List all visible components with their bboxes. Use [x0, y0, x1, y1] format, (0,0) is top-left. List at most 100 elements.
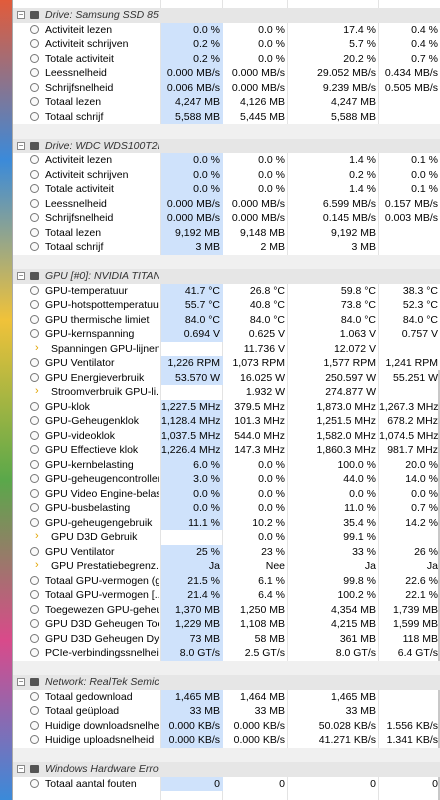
- sensor-row[interactable]: GPU Ventilator 1,226 RPM 1,073 RPM 1,577 RP…: [13, 356, 440, 371]
- value-cell: 274.877 W: [325, 386, 376, 398]
- sensor-label: Leessnelheid: [45, 197, 107, 210]
- value-cell: 6.4 %: [258, 589, 285, 601]
- sensor-row[interactable]: Totaal schrijf 3 MB 2 MB 3 MB: [13, 240, 440, 255]
- sensor-label: Schrijfsnelheid: [45, 212, 114, 224]
- sensor-row[interactable]: GPU Energieverbruik 53.570 W 16.025 W 250.5…: [13, 370, 440, 385]
- section-header[interactable]: − Windows Hardware Error...: [13, 762, 440, 777]
- sensor-row[interactable]: Totale activiteit 0.2 % 0.0 % 20.2 % 0.7 %: [13, 51, 440, 66]
- sensor-row[interactable]: Toegewezen GPU-geheu... 1,370 MB 1,250 MB 4…: [13, 602, 440, 617]
- sensor-row[interactable]: Totaal schrijf 5,588 MB 5,445 MB 5,588 MB: [13, 109, 440, 124]
- sensor-label: Spanningen GPU-lijnen: [51, 342, 159, 355]
- sensor-row[interactable]: GPU-geheugengebruik 11.1 % 10.2 % 35.4 % 14.…: [13, 515, 440, 530]
- sensor-row[interactable]: GPU-busbelasting 0.0 % 0.0 % 11.0 % 0.7 %: [13, 501, 440, 516]
- sensor-row[interactable]: GPU Effectieve klok 1,226.4 MHz 147.3 MHz 1…: [13, 443, 440, 458]
- sensor-label: Activiteit schrijven: [45, 38, 129, 50]
- sensor-row[interactable]: GPU-kernspanning 0.694 V 0.625 V 1.063 V 0.7…: [13, 327, 440, 342]
- sensor-row[interactable]: GPU-videoklok 1,037.5 MHz 544.0 MHz 1,582.0…: [13, 428, 440, 443]
- value-cell: 0.0 %: [411, 487, 438, 500]
- value-cell: 55.251 W: [393, 371, 438, 384]
- collapse-toggle[interactable]: −: [17, 764, 25, 773]
- sensor-row[interactable]: Totaal GPU-vermogen (g... 21.5 % 6.1 % 99.8…: [13, 573, 440, 588]
- sensor-row[interactable]: PCIe-verbindingssnelheid 8.0 GT/s 2.5 GT/s…: [13, 646, 440, 661]
- value-cell: 0.006 MB/s: [161, 80, 223, 95]
- collapse-toggle[interactable]: −: [17, 140, 25, 150]
- value-cell: 678.2 MHz: [387, 415, 438, 427]
- sensor-row[interactable]: › GPU Prestatiebegrenz... Ja Nee Ja Ja: [13, 559, 440, 574]
- sensor-row[interactable]: Totaal lezen 4,247 MB 4,126 MB 4,247 MB: [13, 95, 440, 110]
- sensor-row[interactable]: GPU-temperatuur 41.7 °C 26.8 °C 59.8 °C 38.3…: [13, 283, 440, 298]
- value-cell: 11.736 V: [243, 342, 285, 355]
- value-cell: 0.000 MB/s: [231, 197, 285, 210]
- sensor-row[interactable]: GPU thermische limiet 84.0 °C 84.0 °C 84.0 …: [13, 312, 440, 327]
- sensor-row[interactable]: Huidige uploadsnelheid 0.000 KB/s 0.000 KB…: [13, 733, 440, 748]
- value-cell: 1,074.5 MHz: [379, 429, 439, 442]
- sensor-label: GPU-kernbelasting: [45, 458, 134, 471]
- sensor-row[interactable]: Schrijfsnelheid 0.000 MB/s 0.000 MB/s 0.145…: [13, 211, 440, 226]
- sensor-row[interactable]: Activiteit schrijven 0.2 % 0.0 % 5.7 % 0.4 %: [13, 37, 440, 52]
- sensor-label: Huidige uploadsnelheid: [45, 734, 155, 746]
- sensor-row[interactable]: GPU D3D Geheugen Toe...1,229 MB 1,108 MB 4…: [13, 617, 440, 632]
- sensor-row[interactable]: › Stroomverbruik GPU-li... 1.932 W 274.877 …: [13, 385, 440, 400]
- section-header[interactable]: − GPU [#0]: NVIDIA TITAN...: [13, 269, 440, 284]
- device-icon: [30, 678, 39, 686]
- sensor-row[interactable]: GPU-kernbelasting 6.0 % 0.0 % 100.0 % 20.0 %: [13, 457, 440, 472]
- value-cell: 33 %: [352, 545, 376, 558]
- sensor-row[interactable]: Activiteit schrijven 0.0 % 0.0 % 0.2 % 0.0 %: [13, 167, 440, 182]
- sensor-icon: [30, 401, 39, 411]
- sensor-row[interactable]: GPU-Geheugenklok 1,128.4 MHz 101.3 MHz 1,25…: [13, 414, 440, 429]
- section-header[interactable]: − Drive: Samsung SSD 850 ...: [13, 8, 440, 23]
- sensor-row[interactable]: › GPU D3D Gebruik 0.0 % 99.1 %: [13, 530, 440, 545]
- section-title: Windows Hardware Error...: [45, 763, 159, 775]
- collapse-toggle[interactable]: −: [17, 271, 25, 280]
- section-header[interactable]: − Drive: WDC WDS100T2B...: [13, 138, 440, 153]
- value-cell: 6.1 %: [258, 574, 285, 587]
- collapse-toggle[interactable]: −: [17, 10, 25, 19]
- sensor-row[interactable]: GPU-geheugencontroller ...3.0 % 0.0 % 44.0…: [13, 472, 440, 487]
- sensor-row[interactable]: Activiteit lezen 0.0 % 0.0 % 17.4 % 0.4 %: [13, 22, 440, 37]
- value-cell: 1,227.5 MHz: [161, 399, 223, 414]
- value-cell: 4,126 MB: [240, 96, 285, 108]
- value-cell: 9,148 MB: [240, 226, 285, 239]
- column-divider: [160, 0, 161, 800]
- separator-row: [13, 747, 440, 762]
- sensor-icon: [30, 82, 39, 92]
- background-strip: [0, 0, 12, 800]
- sensor-row[interactable]: Totaal geüpload 33 MB 33 MB 33 MB: [13, 704, 440, 719]
- sensor-row[interactable]: Totaal lezen 9,192 MB 9,148 MB 9,192 MB: [13, 225, 440, 240]
- sensor-row[interactable]: GPU D3D Geheugen Dyn...73 MB 58 MB 361 MB 1…: [13, 631, 440, 646]
- sensor-row[interactable]: Leessnelheid 0.000 MB/s 0.000 MB/s 29.052 M…: [13, 66, 440, 81]
- sensor-row[interactable]: GPU-hotspottemperatuur 55.7 °C 40.8 °C 73.8…: [13, 298, 440, 313]
- sensor-row[interactable]: Totaal gedownload 1,465 MB 1,464 MB 1,465 M…: [13, 689, 440, 704]
- sensor-row[interactable]: › Spanningen GPU-lijnen 11.736 V 12.072 V: [13, 342, 440, 357]
- sensor-icon: [30, 184, 39, 193]
- value-cell: 22.6 %: [405, 574, 438, 587]
- sensor-row[interactable]: GPU-klok 1,227.5 MHz 379.5 MHz 1,873.0 MHz 1…: [13, 399, 440, 414]
- value-cell: 981.7 MHz: [387, 444, 438, 456]
- sensor-label: Totaal aantal fouten: [45, 777, 137, 790]
- separator-row: [13, 254, 440, 269]
- sensor-icon: ›: [35, 530, 39, 542]
- sensor-row[interactable]: Totaal aantal fouten 0 0 0 0: [13, 776, 440, 791]
- value-cell: 5,445 MB: [240, 110, 285, 123]
- collapse-toggle[interactable]: −: [17, 677, 25, 686]
- sensor-label: GPU-videoklok: [45, 429, 116, 442]
- value-cell: 6.0 %: [161, 457, 223, 472]
- sensor-row[interactable]: Huidige downloadsnelheid 0.000 KB/s 0.000 …: [13, 718, 440, 733]
- value-cell: 0.0 %: [161, 182, 223, 197]
- sensor-row[interactable]: Activiteit lezen 0.0 % 0.0 % 1.4 % 0.1 %: [13, 153, 440, 168]
- sensor-row[interactable]: GPU Ventilator 25 % 23 % 33 % 26 %: [13, 544, 440, 559]
- sensor-row[interactable]: Totaal GPU-vermogen [... 21.4 % 6.4 % 100.2…: [13, 588, 440, 603]
- section-header[interactable]: − Network: RealTek Semico...: [13, 675, 440, 690]
- sensor-row[interactable]: Totale activiteit 0.0 % 0.0 % 1.4 % 0.1 %: [13, 182, 440, 197]
- value-cell: 9.239 MB/s: [322, 81, 376, 94]
- sensor-row[interactable]: Leessnelheid 0.000 MB/s 0.000 MB/s 6.599 MB…: [13, 196, 440, 211]
- value-cell: 1.063 V: [339, 328, 376, 340]
- value-cell: 101.3 MHz: [234, 415, 285, 427]
- scrollbar[interactable]: [438, 370, 440, 800]
- sensor-row[interactable]: Schrijfsnelheid 0.006 MB/s 0.000 MB/s 9.239…: [13, 80, 440, 95]
- sensor-label: Huidige downloadsnelheid: [45, 719, 159, 732]
- value-cell: 2.5 GT/s: [244, 647, 285, 659]
- value-cell: 0: [432, 777, 438, 790]
- value-cell: 0.0 %: [258, 168, 285, 181]
